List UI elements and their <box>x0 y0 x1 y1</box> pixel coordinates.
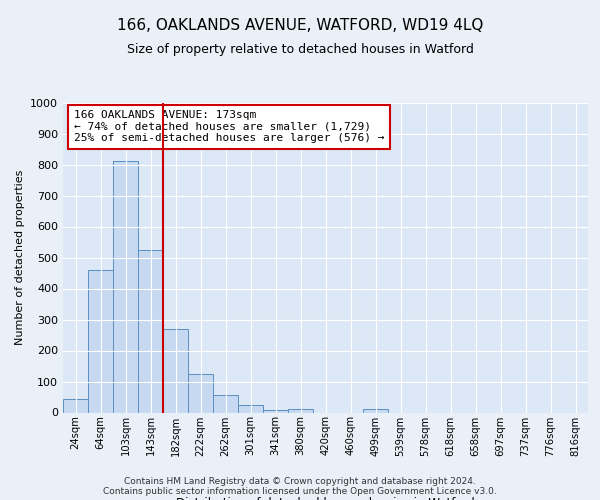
Text: Contains HM Land Registry data © Crown copyright and database right 2024.: Contains HM Land Registry data © Crown c… <box>124 478 476 486</box>
Bar <box>363 410 388 412</box>
Bar <box>113 162 138 412</box>
Text: Contains public sector information licensed under the Open Government Licence v3: Contains public sector information licen… <box>103 487 497 496</box>
X-axis label: Distribution of detached houses by size in Watford: Distribution of detached houses by size … <box>176 498 475 500</box>
Bar <box>213 396 238 412</box>
Bar <box>263 410 288 412</box>
Bar <box>88 270 113 412</box>
Bar <box>188 374 213 412</box>
Text: 166 OAKLANDS AVENUE: 173sqm
← 74% of detached houses are smaller (1,729)
25% of : 166 OAKLANDS AVENUE: 173sqm ← 74% of det… <box>74 110 384 144</box>
Y-axis label: Number of detached properties: Number of detached properties <box>14 170 25 345</box>
Bar <box>63 398 88 412</box>
Text: 166, OAKLANDS AVENUE, WATFORD, WD19 4LQ: 166, OAKLANDS AVENUE, WATFORD, WD19 4LQ <box>117 18 483 32</box>
Bar <box>288 410 313 412</box>
Bar <box>138 250 163 412</box>
Bar <box>163 329 188 412</box>
Bar <box>238 405 263 412</box>
Text: Size of property relative to detached houses in Watford: Size of property relative to detached ho… <box>127 42 473 56</box>
